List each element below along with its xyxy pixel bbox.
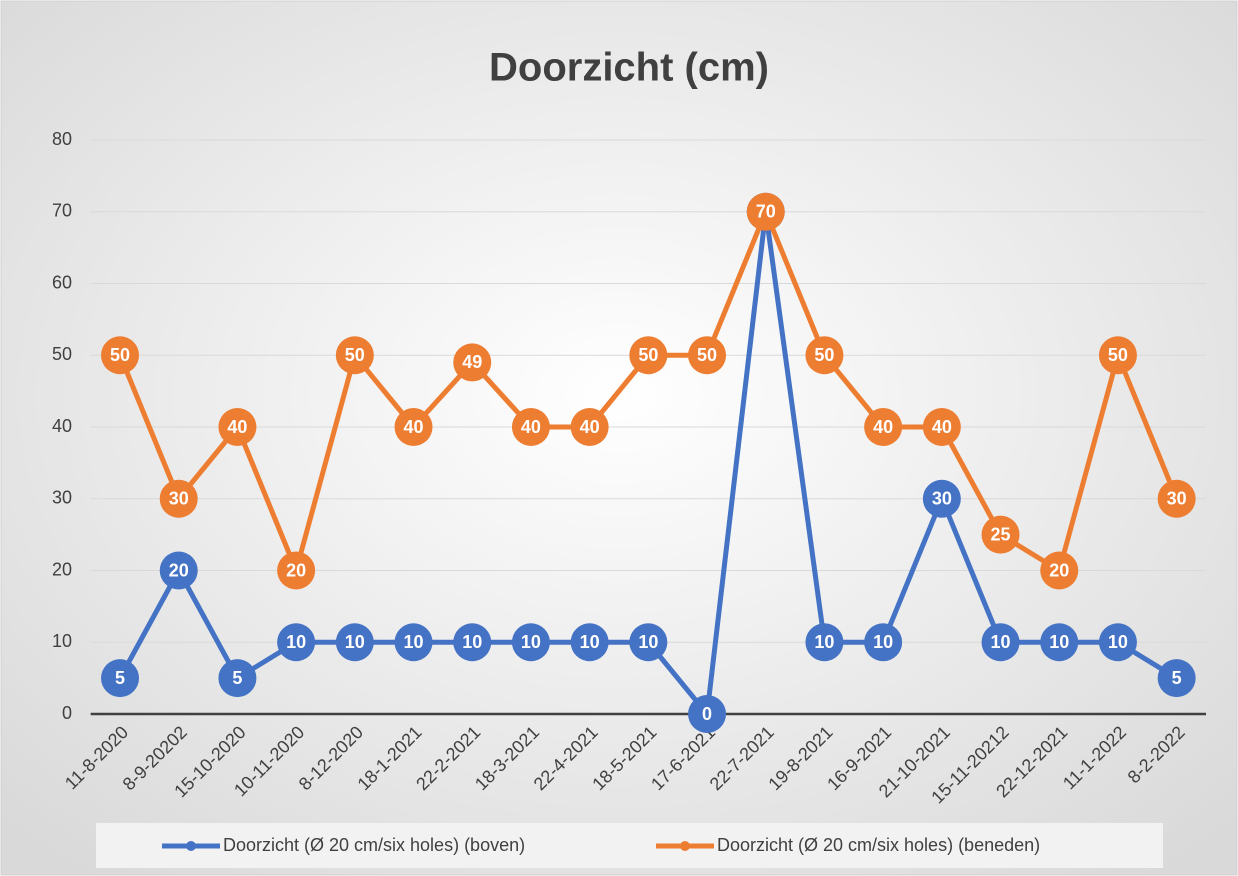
data-label: 30: [932, 489, 952, 509]
data-label: 10: [991, 632, 1011, 652]
data-label: 10: [1108, 632, 1128, 652]
data-point: [218, 408, 257, 446]
data-label: 30: [169, 489, 189, 509]
data-point: [1157, 659, 1196, 698]
data-point: [981, 515, 1020, 554]
data-point: [570, 408, 609, 446]
data-point: [335, 623, 374, 662]
data-point: [394, 623, 433, 662]
data-point: [453, 343, 492, 382]
y-tick-label: 70: [52, 201, 72, 221]
data-point: [981, 623, 1020, 662]
y-tick-label: 60: [52, 272, 72, 292]
data-point: [864, 408, 903, 446]
data-label: 40: [404, 417, 424, 437]
data-label: 5: [115, 668, 125, 688]
data-point: [1040, 551, 1079, 590]
data-label: 10: [286, 632, 306, 652]
data-label: 25: [991, 524, 1011, 544]
y-tick-label: 40: [52, 416, 72, 436]
data-point: [629, 336, 668, 375]
legend-marker: [186, 841, 196, 851]
y-tick-label: 10: [52, 631, 72, 651]
data-label: 5: [1172, 668, 1182, 688]
data-point: [922, 408, 961, 446]
data-point: [277, 623, 316, 662]
data-point: [746, 192, 785, 231]
y-tick-label: 20: [52, 559, 72, 579]
data-label: 50: [110, 345, 130, 365]
y-tick-label: 50: [52, 344, 72, 364]
data-label: 10: [462, 632, 482, 652]
data-label: 10: [814, 632, 834, 652]
data-point: [688, 695, 727, 733]
data-label: 50: [697, 345, 717, 365]
y-tick-label: 0: [62, 703, 72, 723]
y-tick-label: 80: [52, 129, 72, 149]
data-point: [335, 336, 374, 375]
data-label: 40: [580, 417, 600, 437]
legend-box: [96, 823, 1163, 868]
data-point: [101, 659, 140, 698]
data-label: 10: [521, 632, 541, 652]
data-point: [1098, 623, 1137, 662]
data-point: [101, 336, 140, 375]
legend-label: Doorzicht (Ø 20 cm/six holes) (boven): [223, 835, 525, 855]
data-point: [570, 623, 609, 662]
data-label: 5: [232, 668, 242, 688]
data-point: [159, 479, 198, 518]
data-point: [218, 659, 257, 698]
data-point: [511, 408, 550, 446]
data-label: 40: [932, 417, 952, 437]
data-label: 10: [873, 632, 893, 652]
data-label: 30: [1167, 489, 1187, 509]
data-label: 50: [1108, 345, 1128, 365]
data-label: 50: [814, 345, 834, 365]
data-label: 10: [580, 632, 600, 652]
data-label: 10: [638, 632, 658, 652]
data-point: [805, 623, 844, 662]
data-label: 50: [345, 345, 365, 365]
data-point: [688, 336, 727, 375]
data-point: [277, 551, 316, 590]
data-label: 70: [756, 202, 776, 222]
data-point: [805, 336, 844, 375]
data-point: [1040, 623, 1079, 662]
data-point: [159, 551, 198, 590]
data-point: [864, 623, 903, 662]
data-label: 40: [873, 417, 893, 437]
data-label: 20: [286, 560, 306, 580]
data-label: 10: [345, 632, 365, 652]
data-label: 20: [1049, 560, 1069, 580]
data-label: 49: [462, 352, 482, 372]
y-tick-label: 30: [52, 488, 72, 508]
legend-marker: [680, 841, 690, 851]
data-point: [394, 408, 433, 446]
data-label: 20: [169, 560, 189, 580]
data-label: 40: [227, 417, 247, 437]
data-point: [1157, 479, 1196, 518]
data-point: [511, 623, 550, 662]
legend-label: Doorzicht (Ø 20 cm/six holes) (beneden): [717, 835, 1040, 855]
data-label: 40: [521, 417, 541, 437]
data-label: 0: [702, 704, 712, 724]
data-point: [1098, 336, 1137, 375]
chart-title: Doorzicht (cm): [489, 46, 769, 90]
data-label: 10: [1049, 632, 1069, 652]
data-label: 10: [404, 632, 424, 652]
data-point: [453, 623, 492, 662]
data-point: [629, 623, 668, 662]
data-label: 50: [638, 345, 658, 365]
data-point: [922, 479, 961, 518]
